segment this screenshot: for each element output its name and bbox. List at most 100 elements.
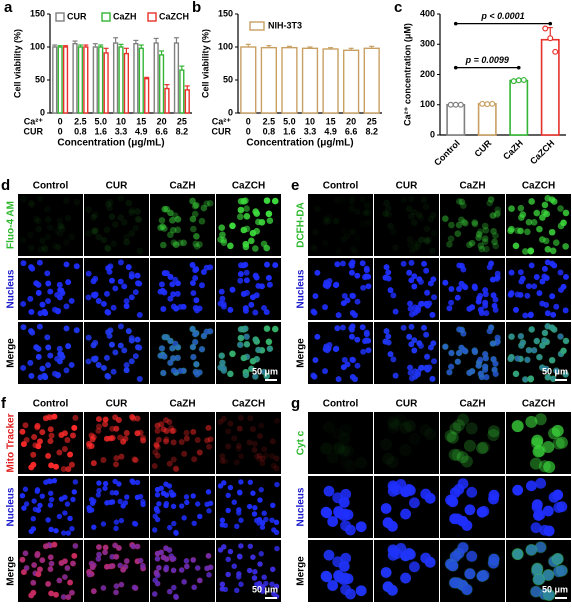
signal-cell (154, 422, 161, 429)
nucleus (160, 370, 167, 376)
signal-cell (273, 417, 280, 424)
nucleus (420, 488, 432, 500)
nucleus (225, 492, 231, 499)
signal-cell (39, 237, 46, 244)
nucleus (109, 554, 115, 560)
nucleus (269, 517, 275, 523)
signal-cell (392, 372, 399, 379)
nucleus (261, 574, 267, 580)
nucleus (543, 525, 555, 537)
signal-cell (131, 584, 138, 591)
signal-cell (112, 542, 119, 549)
signal-cell (131, 456, 138, 463)
signal-cell (476, 570, 489, 583)
signal-cell (31, 562, 38, 569)
signal-cell (100, 456, 107, 463)
signal-cell (451, 448, 464, 461)
nucleus (217, 483, 224, 489)
nucleus (556, 565, 568, 577)
signal-cell (174, 226, 182, 234)
nucleus (73, 263, 80, 270)
signal-cell (128, 358, 136, 365)
signal-cell (183, 563, 190, 570)
signal-cell (28, 244, 35, 252)
signal-cell (44, 216, 52, 223)
micrograph (506, 258, 571, 320)
nucleus (359, 324, 366, 331)
signal-cell (102, 549, 109, 556)
nucleus (90, 278, 97, 285)
nucleus (117, 498, 123, 505)
nucleus (494, 334, 501, 341)
column-header: Control (323, 181, 359, 192)
signal-cell (91, 211, 99, 219)
scale-bar-label: 50 μm (542, 366, 568, 376)
signal-cell (420, 552, 432, 564)
signal-cell (548, 324, 556, 331)
signal-cell (36, 566, 43, 573)
micrograph: 50 μm (216, 322, 281, 384)
nucleus (173, 529, 179, 536)
signal-cell (120, 219, 128, 226)
nucleus (181, 579, 187, 585)
signal-cell (400, 572, 412, 584)
signal-cell (314, 206, 321, 213)
signal-cell (344, 588, 356, 600)
nucleus (163, 556, 170, 562)
signal-cell (102, 544, 109, 551)
nucleus (390, 292, 397, 299)
nucleus (311, 309, 318, 316)
signal-cell (384, 333, 392, 340)
signal-cell (405, 333, 413, 341)
signal-cell (106, 204, 113, 212)
nucleus (21, 505, 27, 511)
nucleus (360, 348, 367, 355)
signal-cell (63, 367, 70, 374)
signal-cell (117, 562, 124, 569)
signal-cell (532, 573, 545, 586)
signal-cell (110, 240, 117, 248)
signal-cell (178, 439, 185, 446)
nucleus (391, 484, 403, 496)
signal-cell (481, 235, 489, 242)
signal-cell (53, 591, 60, 598)
signal-cell (64, 565, 71, 572)
signal-cell (273, 465, 280, 472)
nucleus (136, 375, 143, 382)
nucleus (335, 376, 342, 383)
signal-cell (123, 558, 130, 565)
nucleus (170, 556, 177, 562)
micrograph (18, 322, 83, 384)
signal-cell (257, 561, 264, 568)
signal-cell (169, 226, 177, 234)
signal-cell (492, 242, 499, 250)
nucleus (448, 286, 455, 292)
signal-cell (51, 413, 58, 420)
nucleus (508, 269, 515, 276)
signal-cell (352, 376, 359, 383)
nucleus (261, 510, 267, 516)
signal-cell (365, 337, 372, 344)
signal-cell (169, 428, 176, 435)
signal-cell (233, 587, 240, 594)
signal-cell (256, 452, 263, 459)
signal-cell (192, 240, 200, 248)
nucleus (259, 584, 266, 590)
nucleus (448, 363, 455, 370)
signal-cell (542, 237, 550, 245)
micrograph (374, 476, 439, 538)
signal-cell (72, 414, 79, 421)
nucleus (273, 519, 280, 526)
signal-cell (190, 428, 197, 435)
signal-cell (242, 197, 249, 204)
nucleus (110, 368, 117, 375)
signal-cell (112, 221, 119, 228)
signal-cell (415, 368, 422, 375)
signal-cell (423, 236, 430, 244)
signal-cell (253, 453, 260, 460)
signal-cell (86, 440, 93, 447)
nucleus (225, 571, 231, 578)
micrograph: 50 μm (216, 540, 281, 602)
nucleus (85, 294, 92, 301)
data-point (489, 100, 496, 107)
